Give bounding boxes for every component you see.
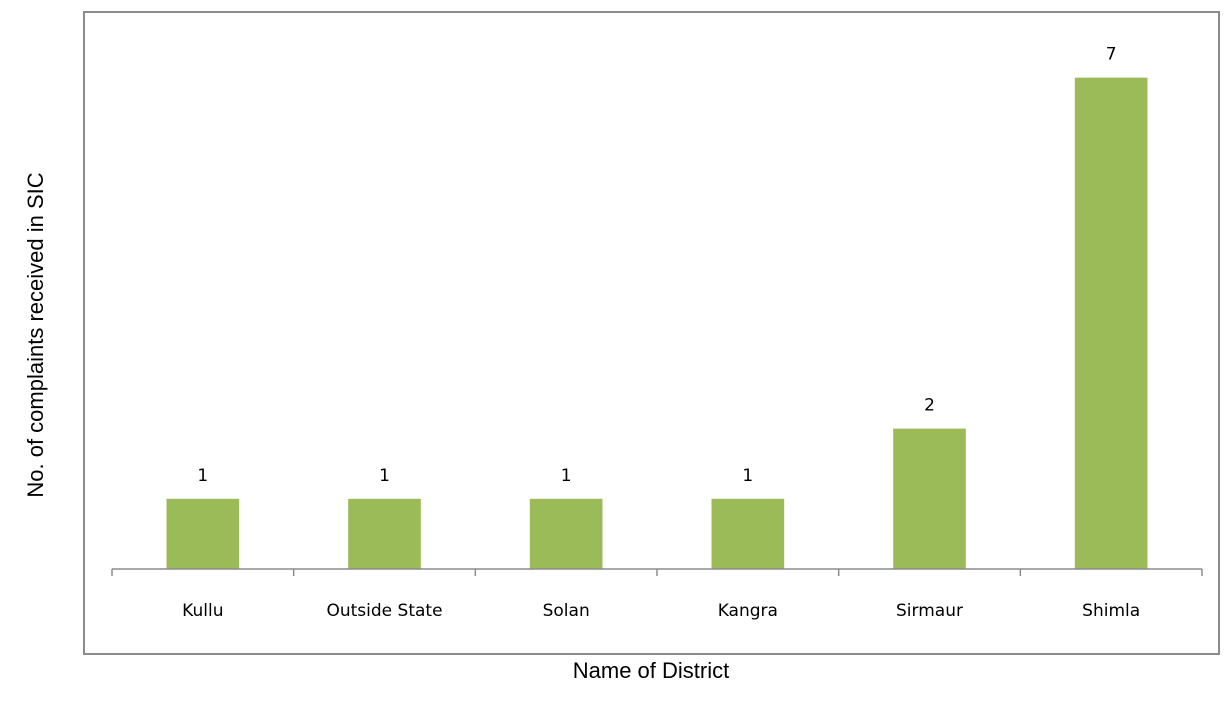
y-axis-label: No. of complaints received in SIC: [23, 172, 48, 497]
data-labels: 1 1 1 1 2 7: [197, 45, 1116, 486]
data-label: 1: [742, 466, 753, 486]
x-axis-ticks: [111, 569, 1203, 576]
bar-solan: [529, 498, 603, 569]
bar-kullu: [166, 498, 240, 569]
x-tick-label: Shimla: [1082, 601, 1140, 621]
bar-sirmaur: [893, 428, 966, 569]
data-label: 1: [561, 466, 572, 486]
x-tick-label: Sirmaur: [896, 601, 963, 621]
x-tick-label: Outside State: [326, 601, 442, 621]
bar-kangra: [711, 498, 785, 569]
data-label: 1: [197, 466, 208, 486]
bar-shimla: [1074, 77, 1148, 569]
bars: [166, 77, 1148, 569]
x-tick-label: Kullu: [182, 601, 223, 621]
data-label: 1: [379, 466, 390, 486]
x-tick-label: Kangra: [718, 601, 778, 621]
bar-outside-state: [348, 498, 421, 569]
data-label: 7: [1106, 45, 1117, 65]
plot-frame: [83, 11, 1220, 655]
x-axis-tick-labels: Kullu Outside State Solan Kangra Sirmaur Shim…: [182, 601, 1140, 621]
x-tick-label: Solan: [543, 601, 590, 621]
x-axis-label: Name of District: [573, 658, 729, 683]
data-label: 2: [924, 396, 935, 416]
